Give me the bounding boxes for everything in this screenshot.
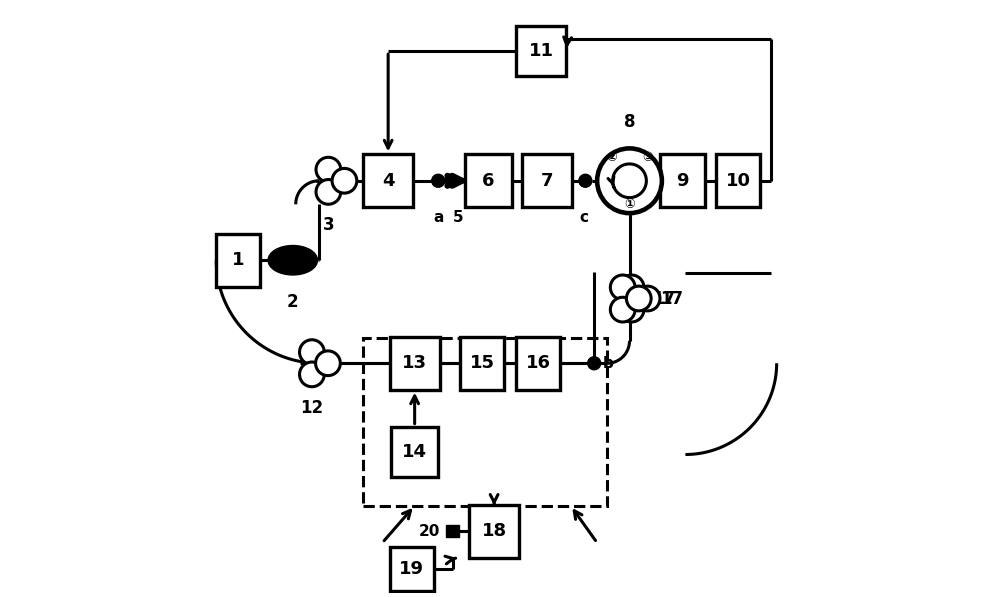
Text: 19: 19 <box>399 561 424 578</box>
Circle shape <box>316 180 341 204</box>
Bar <box>446 525 459 537</box>
Text: 9: 9 <box>676 172 689 190</box>
FancyBboxPatch shape <box>391 426 438 476</box>
Text: 14: 14 <box>402 442 427 460</box>
FancyBboxPatch shape <box>363 154 413 207</box>
Circle shape <box>316 157 341 182</box>
FancyBboxPatch shape <box>516 26 566 76</box>
FancyBboxPatch shape <box>460 337 504 390</box>
FancyBboxPatch shape <box>465 154 512 207</box>
Text: 1: 1 <box>232 251 244 269</box>
Text: 4: 4 <box>382 172 394 190</box>
Text: 15: 15 <box>470 354 495 373</box>
FancyBboxPatch shape <box>516 337 560 390</box>
Text: 20: 20 <box>419 524 441 538</box>
Text: 8: 8 <box>624 113 635 131</box>
Text: 10: 10 <box>726 172 751 190</box>
Text: b: b <box>603 356 614 371</box>
FancyBboxPatch shape <box>216 234 260 287</box>
Text: ①: ① <box>624 198 635 211</box>
Text: 12: 12 <box>300 399 323 417</box>
Circle shape <box>610 297 635 322</box>
Circle shape <box>432 174 445 187</box>
Text: 5: 5 <box>453 210 464 225</box>
Circle shape <box>579 174 592 187</box>
Text: 6: 6 <box>482 172 494 190</box>
Text: 18: 18 <box>482 522 507 540</box>
Text: c: c <box>580 210 589 225</box>
Text: 13: 13 <box>402 354 427 373</box>
Circle shape <box>316 351 340 376</box>
FancyBboxPatch shape <box>390 547 434 592</box>
FancyBboxPatch shape <box>469 504 519 558</box>
Text: 3: 3 <box>323 216 334 234</box>
FancyBboxPatch shape <box>390 337 440 390</box>
Circle shape <box>626 286 651 311</box>
Ellipse shape <box>268 245 318 275</box>
Circle shape <box>635 286 660 311</box>
Text: 17: 17 <box>652 290 675 307</box>
Circle shape <box>300 340 324 365</box>
Text: ②: ② <box>606 151 617 164</box>
Text: 7: 7 <box>541 172 553 190</box>
FancyBboxPatch shape <box>660 154 705 207</box>
Circle shape <box>619 275 644 300</box>
Text: 11: 11 <box>529 42 554 60</box>
Circle shape <box>588 357 601 370</box>
Circle shape <box>332 168 357 193</box>
Text: 17: 17 <box>661 290 684 307</box>
Circle shape <box>300 362 324 387</box>
Text: a: a <box>433 210 443 225</box>
Circle shape <box>597 149 662 213</box>
FancyBboxPatch shape <box>522 154 572 207</box>
Circle shape <box>619 297 644 322</box>
Text: 2: 2 <box>287 293 299 310</box>
Text: 16: 16 <box>526 354 551 373</box>
Circle shape <box>610 275 635 300</box>
Text: ③: ③ <box>642 151 653 164</box>
FancyBboxPatch shape <box>716 154 760 207</box>
